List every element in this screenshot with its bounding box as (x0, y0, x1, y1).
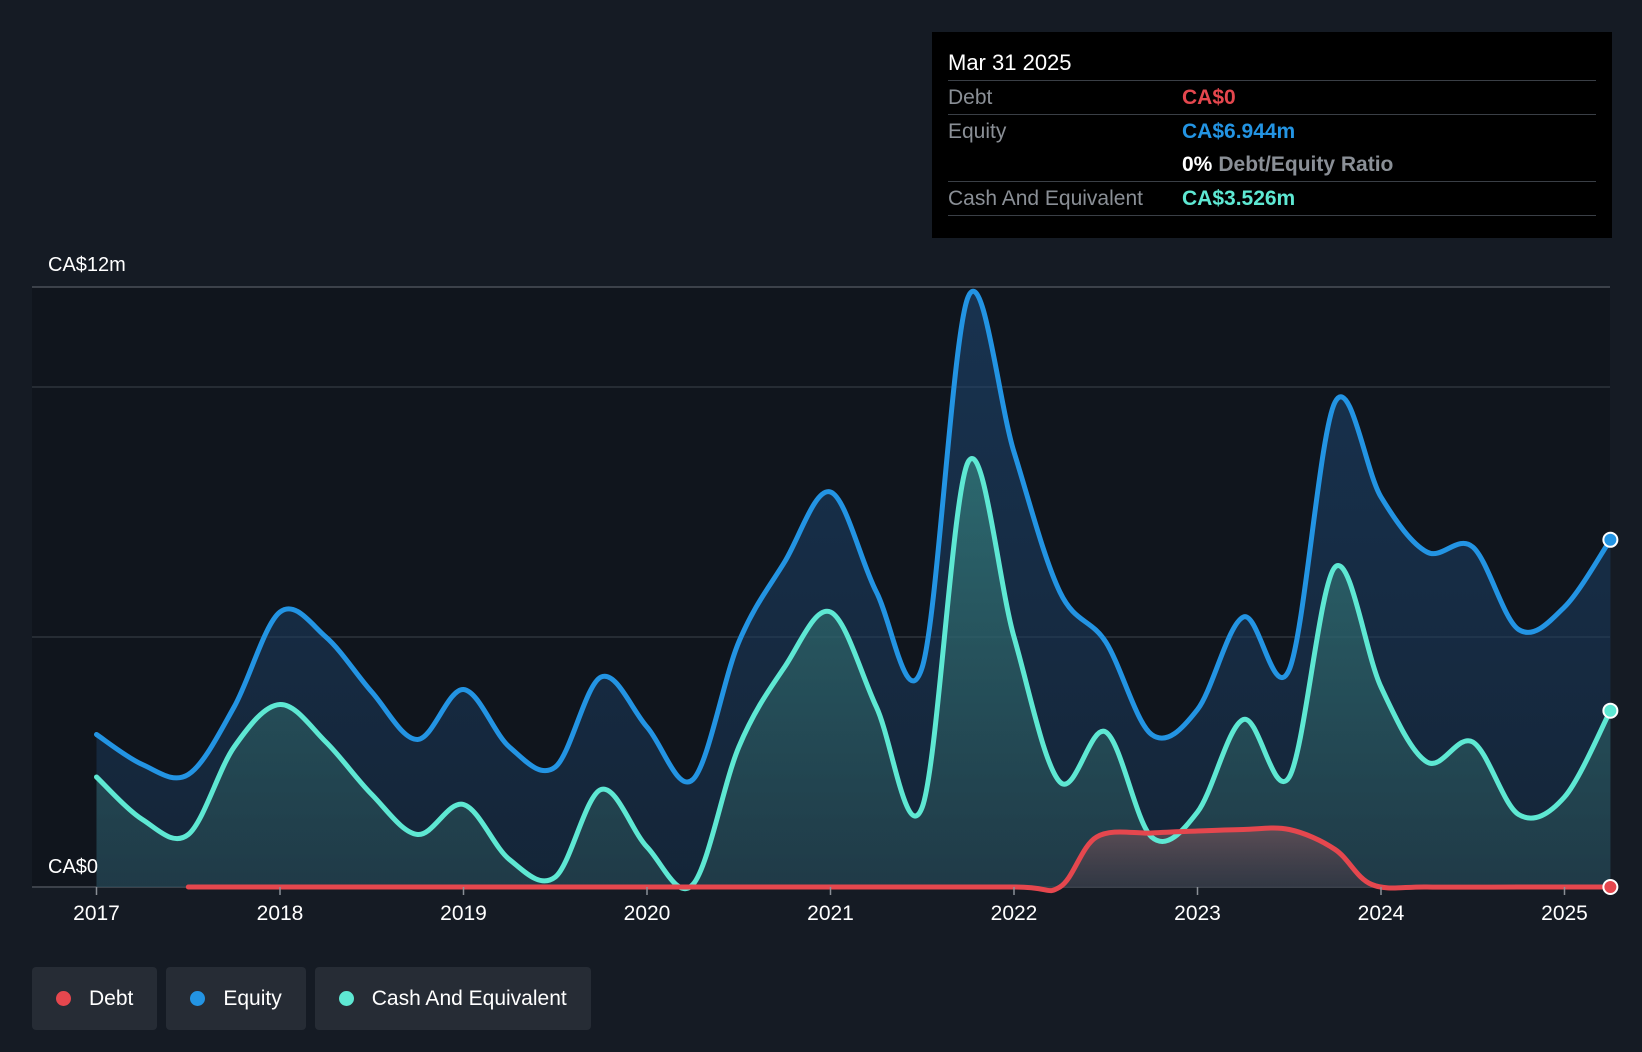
cash-dot-icon (338, 991, 354, 1006)
tooltip-equity-row: Equity CA$6.944m (948, 114, 1596, 148)
legend: Debt Equity Cash And Equivalent (32, 967, 591, 1030)
tooltip-panel: Mar 31 2025 Debt CA$0 Equity CA$6.944m 0… (932, 32, 1612, 238)
tooltip-equity-value: CA$6.944m (1182, 120, 1296, 143)
tooltip-cash-row: Cash And Equivalent CA$3.526m (948, 181, 1596, 216)
tooltip-cash-label: Cash And Equivalent (948, 187, 1143, 210)
x-tick-label-2018: 2018 (257, 902, 304, 925)
series-endpoints (1602, 531, 1619, 895)
legend-debt-label: Debt (89, 986, 134, 1010)
tooltip-debt-value: CA$0 (1182, 86, 1236, 109)
x-tick-label-2022: 2022 (991, 902, 1038, 925)
debt-dot-icon (56, 991, 71, 1006)
debt-area (188, 827, 1611, 891)
x-tick-label-2025: 2025 (1541, 902, 1588, 925)
tooltip-debt-row: Debt CA$0 (948, 80, 1596, 114)
x-tick-label-2021: 2021 (807, 902, 854, 925)
tooltip-date: Mar 31 2025 (948, 50, 1072, 75)
x-tick-label-2024: 2024 (1358, 902, 1405, 925)
y-axis-top-label: CA$12m (48, 254, 126, 276)
legend-item-debt[interactable]: Debt (32, 967, 158, 1030)
equity-dot-icon (190, 991, 206, 1006)
tooltip-ratio-percent: 0% (1182, 153, 1213, 176)
cash-line (94, 456, 1613, 892)
legend-equity-label: Equity (223, 986, 282, 1010)
cash-area (96, 458, 1611, 889)
tooltip-debt-label: Debt (948, 86, 993, 109)
x-tick-label-2023: 2023 (1174, 902, 1221, 925)
x-tick-label-2017: 2017 (73, 902, 120, 925)
legend-cash-label: Cash And Equivalent (371, 986, 567, 1010)
legend-item-cash[interactable]: Cash And Equivalent (314, 967, 591, 1030)
y-axis-bottom-label: CA$0 (48, 856, 98, 878)
tooltip-ratio-label: Debt/Equity Ratio (1218, 153, 1394, 176)
tooltip-ratio-row: 0% Debt/Equity Ratio (948, 148, 1596, 181)
legend-item-equity[interactable]: Equity (166, 967, 306, 1030)
equity-endpoint-marker (1602, 531, 1619, 548)
debt-endpoint-marker (1602, 879, 1619, 895)
equity-line (94, 288, 1613, 785)
x-axis-ticks: 2017 2018 2019 2020 2021 2022 2023 2024 2025 (73, 887, 1588, 925)
series-lines (94, 288, 1613, 894)
debt-line (185, 825, 1613, 894)
tooltip-cash-value: CA$3.526m (1182, 187, 1296, 210)
cash-endpoint-marker (1602, 702, 1619, 719)
x-tick-label-2019: 2019 (440, 902, 487, 925)
x-tick-label-2020: 2020 (624, 902, 671, 925)
tooltip-equity-label: Equity (948, 120, 1007, 143)
